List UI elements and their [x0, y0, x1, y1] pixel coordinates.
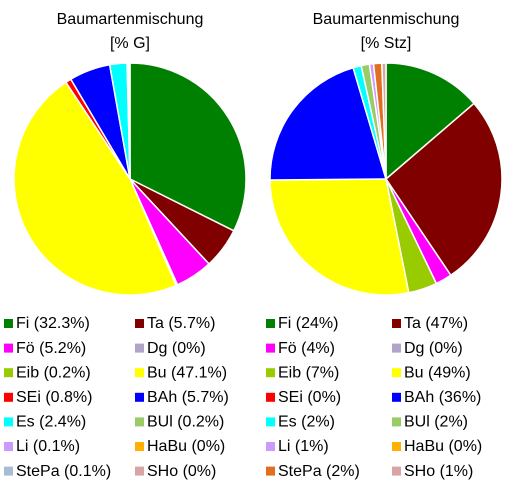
legend-swatch	[392, 368, 401, 378]
legend-label: Eib (7%)	[278, 364, 339, 381]
legend-label: BAh (5.7%)	[147, 389, 229, 406]
legend-swatch	[4, 392, 13, 402]
legend-swatch	[4, 319, 13, 328]
legend-label: BAh (36%)	[404, 389, 481, 406]
legend-label: BUl (0.2%)	[147, 414, 224, 431]
legend-swatch	[392, 466, 401, 476]
legend-swatch	[266, 319, 275, 328]
legend-swatch	[135, 392, 144, 402]
legend-swatch	[135, 466, 144, 476]
pie-slice	[269, 66, 388, 181]
legend-swatch	[135, 442, 144, 451]
legend-label: StePa (2%)	[278, 463, 360, 480]
legend-swatch	[266, 343, 275, 353]
legend-label: Fö (4%)	[278, 340, 335, 357]
legend-label: SHo (0%)	[147, 463, 216, 480]
legend-label: Li (1%)	[278, 438, 329, 455]
pie-slice	[128, 62, 131, 180]
legend-label: SEi (0.8%)	[16, 389, 92, 406]
legend-swatch	[266, 442, 275, 451]
legend-label: BUl (2%)	[404, 414, 468, 431]
chart-subtitle: [% G]	[110, 35, 150, 52]
legend-label: Bu (49%)	[404, 364, 471, 381]
legend-swatch	[392, 442, 401, 451]
legend-swatch	[392, 319, 401, 328]
chart-title: Baumartenmischung	[313, 11, 460, 28]
pie-slice	[385, 102, 503, 277]
legend-swatch	[4, 442, 13, 451]
legend-swatch	[266, 392, 275, 402]
legend-label: Es (2.4%)	[16, 414, 86, 431]
legend-label: Bu (47.1%)	[147, 364, 227, 381]
legend-label: Fi (32.3%)	[16, 315, 90, 332]
legend-label: Ta (5.7%)	[147, 315, 215, 332]
legend-label: SHo (1%)	[404, 463, 473, 480]
legend-swatch	[135, 343, 144, 353]
legend-swatch	[135, 319, 144, 328]
legend-label: StePa (0.1%)	[16, 463, 111, 480]
legend-swatch	[4, 466, 13, 476]
legend-swatch	[392, 343, 401, 353]
pie-slice	[129, 62, 247, 232]
legend-label: Eib (0.2%)	[16, 364, 91, 381]
legend-swatch	[392, 417, 401, 427]
legend-swatch	[392, 392, 401, 402]
chart-subtitle: [% Stz]	[361, 35, 412, 52]
pie-slice	[13, 81, 178, 296]
legend-swatch	[4, 343, 13, 353]
legend-label: Fi (24%)	[278, 315, 338, 332]
pie-slice	[381, 62, 387, 180]
legend-swatch	[266, 417, 275, 427]
legend-label: Dg (0%)	[404, 340, 463, 357]
legend-swatch	[266, 368, 275, 378]
pie-slice	[385, 62, 476, 181]
legend-label: Dg (0%)	[147, 340, 206, 357]
legend-swatch	[135, 368, 144, 378]
legend-swatch	[266, 466, 275, 476]
legend-label: Li (0.1%)	[16, 438, 80, 455]
legend-swatch	[135, 417, 144, 427]
legend-swatch	[4, 417, 13, 427]
legend-label: SEi (0%)	[278, 389, 341, 406]
legend-label: Fö (5.2%)	[16, 340, 86, 357]
legend-swatch	[4, 368, 13, 378]
legend-label: Ta (47%)	[404, 315, 468, 332]
legend-label: Es (2%)	[278, 414, 335, 431]
pie-slice	[269, 178, 410, 296]
chart-title: Baumartenmischung	[57, 11, 204, 28]
legend-label: HaBu (0%)	[404, 438, 482, 455]
legend-label: HaBu (0%)	[147, 438, 225, 455]
